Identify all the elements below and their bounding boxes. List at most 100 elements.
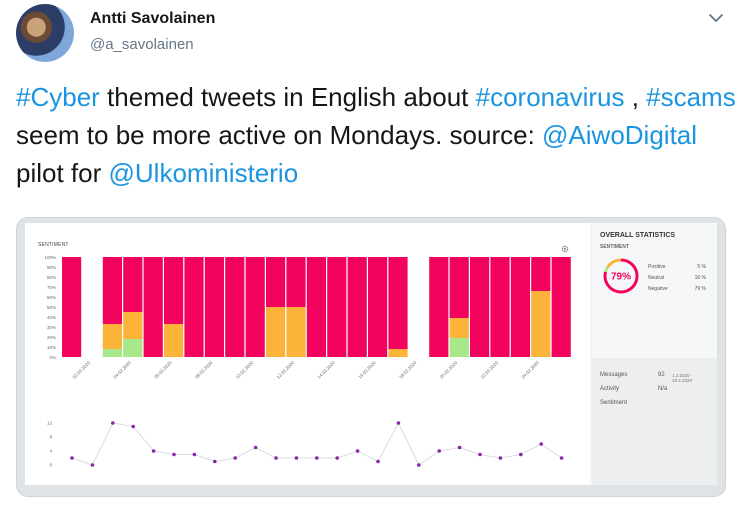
line-point bbox=[437, 449, 442, 453]
meta-row: Activity N/a bbox=[600, 386, 712, 392]
line-point bbox=[396, 421, 401, 425]
bar-segment bbox=[449, 318, 469, 338]
overall-subtitle: SENTIMENT bbox=[600, 244, 629, 250]
meta-label: Activity bbox=[600, 386, 620, 392]
bar-segment bbox=[551, 257, 571, 357]
meta-label: Sentiment bbox=[600, 400, 628, 406]
bar-segment bbox=[306, 257, 326, 357]
bar-segment bbox=[490, 257, 510, 357]
y-tick-label: 80% bbox=[47, 275, 56, 280]
y-tick-label: 20% bbox=[47, 335, 56, 340]
bar-segment bbox=[204, 257, 224, 357]
tweet-text-segment: pilot for bbox=[16, 158, 109, 188]
bar-segment bbox=[102, 257, 122, 324]
line-point bbox=[172, 452, 176, 457]
meta-row: Sentiment bbox=[600, 400, 712, 406]
gear-icon bbox=[561, 240, 569, 253]
bar-segment bbox=[102, 324, 122, 349]
x-tick-label: 14.02.2020 bbox=[316, 360, 336, 380]
line-point bbox=[294, 456, 299, 460]
meta-value: 92 bbox=[658, 372, 665, 378]
tweet-link[interactable]: #scams bbox=[646, 82, 736, 112]
meta-range: 1.2.2020 - 29.2.2020 bbox=[672, 372, 693, 383]
bar-segment bbox=[531, 257, 551, 291]
stat-label: Neutral bbox=[648, 275, 665, 281]
bar-segment bbox=[164, 324, 184, 357]
meta-stats: Messages 92 1.2.2020 - 29.2.2020 Activity N/… bbox=[592, 358, 717, 485]
bar-segment bbox=[388, 349, 408, 357]
x-tick-label: 10.02.2020 bbox=[235, 360, 255, 380]
line-point bbox=[253, 445, 258, 450]
line-point bbox=[315, 456, 319, 460]
bar-segment bbox=[245, 257, 265, 357]
bar-segment bbox=[225, 257, 245, 357]
bar-segment bbox=[143, 257, 163, 357]
bar-segment bbox=[62, 257, 82, 357]
bar-segment bbox=[470, 257, 490, 357]
line-point bbox=[131, 424, 135, 429]
line-point bbox=[213, 459, 217, 464]
sentiment-bar-chart: 100% 90% 80% 70% 60% 50% 40% 30% 20% 10% 0% 02.02.2… bbox=[44, 255, 571, 380]
bar-segment bbox=[327, 257, 347, 357]
line-point bbox=[457, 445, 462, 450]
y-tick-label: 30% bbox=[47, 325, 56, 330]
user-handle[interactable]: @a_savolainen bbox=[90, 36, 194, 53]
line-point bbox=[478, 452, 482, 457]
y-tick-label: 100% bbox=[44, 255, 56, 260]
stat-value: 5 % bbox=[697, 264, 706, 270]
bar-segment bbox=[286, 257, 306, 307]
avatar[interactable] bbox=[16, 4, 74, 62]
bar-segment bbox=[449, 338, 469, 357]
y-tick-label: 70% bbox=[47, 285, 56, 290]
bar-segment bbox=[266, 307, 286, 357]
meta-label: Messages bbox=[600, 372, 628, 378]
bar-segment bbox=[531, 291, 551, 357]
bar-segment bbox=[102, 349, 122, 357]
bar-segment bbox=[429, 257, 449, 357]
display-name[interactable]: Antti Savolainen bbox=[90, 10, 216, 27]
overall-statistics-panel: OVERALL STATISTICS SENTIMENT 79% Positiv… bbox=[592, 223, 717, 485]
y-tick-label: 12 bbox=[47, 421, 53, 426]
bar-segment bbox=[123, 257, 143, 312]
stat-value: 16 % bbox=[694, 275, 706, 281]
sentiment-panel: SENTIMENT 100% 90% 80% 70% 60% 50% 40% 30% 20% 10… bbox=[25, 223, 590, 485]
tweet-text: #Cyber themed tweets in English about #c… bbox=[16, 78, 736, 192]
chevron-down-icon[interactable] bbox=[706, 8, 726, 28]
line-point bbox=[376, 459, 380, 464]
bar-segment bbox=[510, 257, 530, 357]
line-point bbox=[233, 456, 237, 460]
sentiment-title: SENTIMENT bbox=[38, 242, 69, 248]
line-point bbox=[498, 456, 503, 460]
stat-value: 79 % bbox=[694, 286, 706, 292]
stat-label: Negative bbox=[648, 286, 668, 292]
x-tick-label: 08.02.2020 bbox=[194, 360, 214, 380]
y-tick-label: 8 bbox=[49, 435, 52, 440]
y-tick-label: 50% bbox=[47, 305, 56, 310]
y-tick-label: 60% bbox=[47, 295, 56, 300]
line-point bbox=[417, 463, 421, 467]
tweet-link[interactable]: @Ulkoministerio bbox=[108, 158, 299, 188]
bar-segment bbox=[266, 257, 286, 307]
donut-segment bbox=[603, 258, 639, 294]
y-tick-label: 0% bbox=[49, 355, 56, 360]
bar-segment bbox=[164, 257, 184, 324]
line-point bbox=[559, 456, 564, 460]
tweet-link[interactable]: #coronavirus bbox=[475, 82, 625, 112]
dashboard-screenshot: SENTIMENT 100% 90% 80% 70% 60% 50% 40% 30% 20% 10… bbox=[25, 223, 717, 485]
donut-value: 79% bbox=[611, 272, 631, 283]
x-tick-label: 06.02.2020 bbox=[153, 360, 173, 380]
line-point bbox=[355, 449, 360, 453]
tweet-link[interactable]: @AiwoDigital bbox=[542, 120, 698, 150]
tweet-link[interactable]: #Cyber bbox=[16, 82, 100, 112]
meta-value: N/a bbox=[658, 386, 668, 392]
line-point bbox=[519, 452, 523, 457]
line-point bbox=[539, 442, 543, 446]
x-tick-label: 02.02.2020 bbox=[72, 360, 92, 380]
x-tick-label: 24.02.2020 bbox=[520, 360, 540, 380]
y-tick-label: 0 bbox=[49, 463, 52, 468]
media-card[interactable]: SENTIMENT 100% 90% 80% 70% 60% 50% 40% 30% 20% 10… bbox=[16, 217, 726, 497]
tweet-text-segment: seem to be more active on Mondays. sourc… bbox=[16, 120, 543, 150]
y-tick-label: 90% bbox=[47, 265, 56, 270]
x-tick-label: 18.02.2020 bbox=[398, 360, 418, 380]
bar-segment bbox=[449, 257, 469, 318]
